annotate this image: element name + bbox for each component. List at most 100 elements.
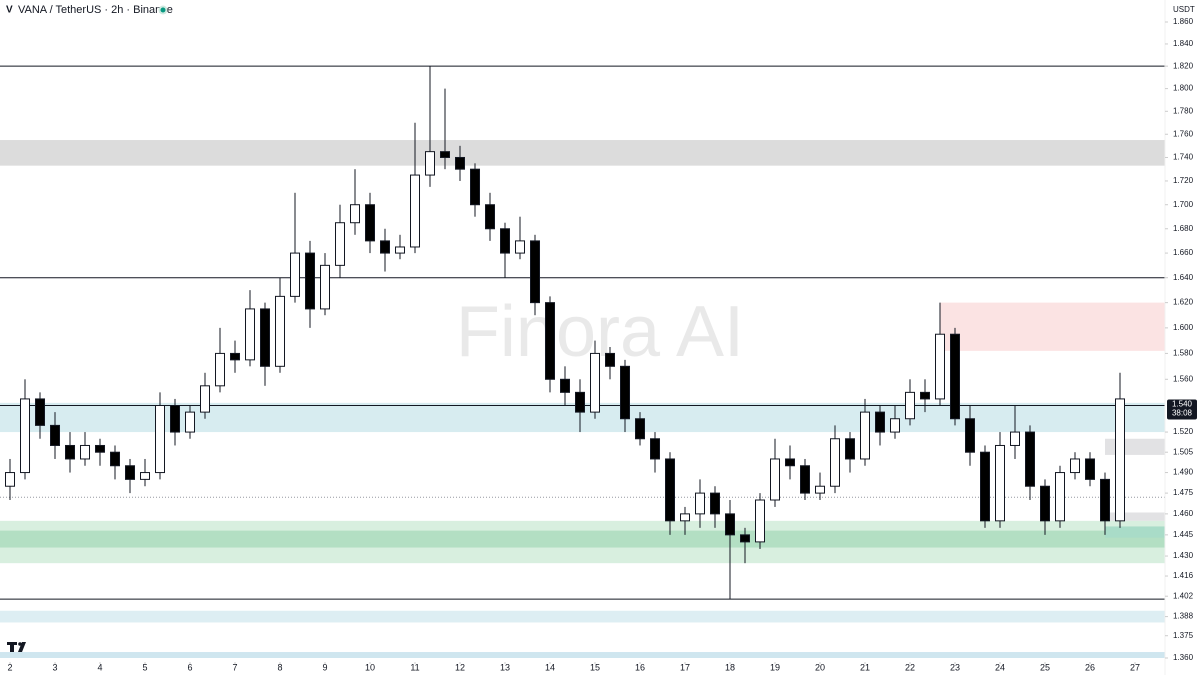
y-tick-label: 1.475 <box>1173 488 1194 497</box>
candle-body <box>260 308 271 367</box>
y-tick-label: 1.560 <box>1173 374 1194 383</box>
x-tick-label: 16 <box>635 662 645 672</box>
candle-body <box>1055 472 1066 522</box>
y-tick-label: 1.580 <box>1173 349 1194 358</box>
x-tick-label: 26 <box>1085 662 1095 672</box>
candle-body <box>350 204 361 224</box>
candle-body <box>200 385 211 413</box>
axis-unit: USDT <box>1173 5 1195 14</box>
candle-body <box>830 438 841 487</box>
x-tick-label: 2 <box>7 662 12 672</box>
candle-body <box>905 391 916 420</box>
candle-body <box>95 444 106 453</box>
x-tick-label: 18 <box>725 662 735 672</box>
x-tick-label: 19 <box>770 662 780 672</box>
candle-body <box>455 156 466 170</box>
candle-body <box>1100 478 1111 522</box>
x-tick-label: 20 <box>815 662 825 672</box>
candle-body <box>485 204 496 230</box>
zone <box>0 530 1165 548</box>
candle-body <box>50 424 61 446</box>
candle-body <box>125 465 136 480</box>
y-tick-label: 1.860 <box>1173 17 1194 26</box>
candle-body <box>110 451 121 467</box>
zone <box>1105 438 1165 455</box>
x-tick-label: 24 <box>995 662 1005 672</box>
x-tick-label: 3 <box>52 662 57 672</box>
y-tick-label: 1.720 <box>1173 176 1194 185</box>
candle-body <box>860 411 871 460</box>
candle-body <box>725 513 736 536</box>
x-tick-label: 4 <box>97 662 102 672</box>
y-tick-label: 1.460 <box>1173 509 1194 518</box>
candle-body <box>995 444 1006 522</box>
y-tick-label: 1.430 <box>1173 551 1194 560</box>
candle-body <box>500 228 511 254</box>
candle-body <box>890 418 901 433</box>
tv-logo <box>7 642 26 652</box>
candle-body <box>710 492 721 515</box>
x-tick-label: 11 <box>410 662 419 672</box>
x-tick-label: 17 <box>680 662 690 672</box>
symbol-icon <box>3 3 15 17</box>
candle-body <box>305 252 316 310</box>
y-tick-label: 1.520 <box>1173 427 1194 436</box>
candle-body <box>875 411 886 433</box>
candle-body <box>935 333 946 400</box>
x-tick-label: 10 <box>365 662 375 672</box>
candle-body <box>230 352 241 361</box>
candle-body <box>785 458 796 467</box>
x-tick-label: 9 <box>322 662 327 672</box>
zone <box>940 302 1165 351</box>
y-tick-label: 1.416 <box>1173 571 1194 580</box>
chart-title[interactable]: VANA / TetherUS · 2h · Binance <box>18 4 173 16</box>
y-tick-label: 1.680 <box>1173 224 1194 233</box>
candle-body <box>590 352 601 413</box>
candle-body <box>320 264 331 310</box>
zone <box>1105 526 1165 538</box>
zone <box>0 610 1165 623</box>
x-tick-label: 27 <box>1130 662 1140 672</box>
zone <box>1105 512 1165 521</box>
candle-body <box>335 222 346 266</box>
y-tick-label: 1.640 <box>1173 273 1194 282</box>
y-tick-label: 1.660 <box>1173 248 1194 257</box>
y-tick-label: 1.490 <box>1173 468 1194 477</box>
countdown: 38:08 <box>1172 409 1193 418</box>
symbol-icon-letter: V <box>6 5 13 16</box>
candle-body <box>920 391 931 400</box>
candle-body <box>365 204 376 242</box>
candle-body <box>950 333 961 420</box>
candle-body <box>185 411 196 433</box>
candle-body <box>290 252 301 297</box>
candle-body <box>440 151 451 158</box>
y-tick-label: 1.800 <box>1173 84 1194 93</box>
candle-body <box>740 534 751 543</box>
candle-body <box>575 391 586 413</box>
y-tick-label: 1.445 <box>1173 530 1194 539</box>
candle-body <box>65 444 76 460</box>
x-tick-label: 6 <box>187 662 192 672</box>
candle-body <box>755 499 766 543</box>
candle-body <box>845 438 856 460</box>
candle-body <box>605 352 616 367</box>
x-tick-label: 13 <box>500 662 510 672</box>
y-tick-label: 1.360 <box>1173 653 1194 662</box>
candle-body <box>620 365 631 420</box>
candle-body <box>665 458 676 522</box>
y-tick-label: 1.760 <box>1173 129 1194 138</box>
x-tick-label: 15 <box>590 662 600 672</box>
x-tick-label: 12 <box>455 662 465 672</box>
candle-body <box>1010 431 1021 446</box>
candle-body <box>1115 398 1126 522</box>
candle-body <box>380 240 391 254</box>
candle-body <box>245 308 256 361</box>
x-tick-label: 14 <box>545 662 555 672</box>
candle-body <box>530 240 541 304</box>
price-label-box <box>1167 399 1197 420</box>
zones <box>0 140 1165 658</box>
zone <box>0 140 1165 166</box>
candle-body <box>140 472 151 480</box>
